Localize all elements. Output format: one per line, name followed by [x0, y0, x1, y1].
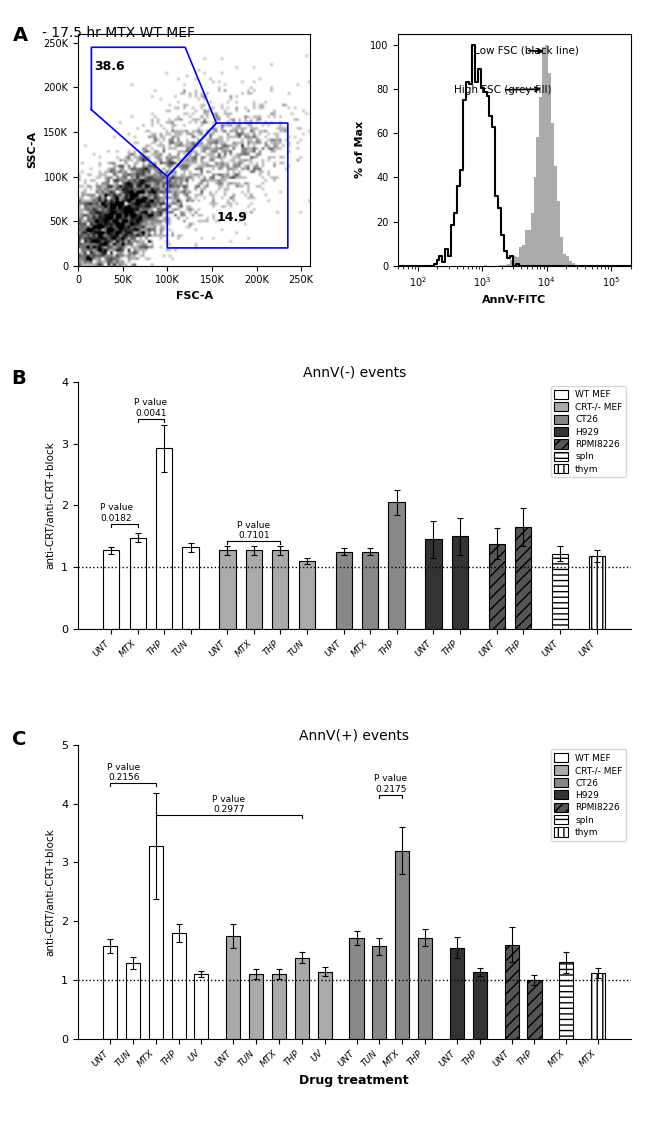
Bar — [516, 257, 519, 265]
Bar — [395, 851, 410, 1039]
Bar — [552, 553, 568, 629]
Bar — [589, 557, 605, 629]
Bar — [527, 980, 541, 1039]
Bar — [126, 963, 140, 1039]
Bar — [525, 230, 528, 265]
Bar — [569, 262, 572, 265]
X-axis label: Drug treatment: Drug treatment — [300, 1074, 409, 1087]
Text: High FSC (grey fill): High FSC (grey fill) — [454, 85, 552, 95]
Bar — [194, 974, 209, 1039]
Bar — [507, 264, 510, 265]
Bar — [183, 548, 199, 629]
Bar — [515, 527, 532, 629]
Bar — [545, 45, 548, 265]
Bar — [425, 540, 441, 629]
Bar — [272, 551, 289, 629]
Bar — [103, 946, 117, 1039]
Bar — [452, 536, 468, 629]
Bar — [335, 552, 352, 629]
Bar — [554, 166, 557, 265]
Title: AnnV(+) events: AnnV(+) events — [299, 728, 410, 743]
Bar — [566, 256, 569, 265]
Bar — [551, 123, 554, 265]
Bar — [298, 561, 315, 629]
Text: P value
0.7101: P value 0.7101 — [237, 520, 270, 540]
Bar — [542, 46, 545, 265]
Bar — [362, 552, 378, 629]
Bar — [559, 962, 573, 1039]
Bar — [249, 974, 263, 1039]
Title: AnnV(-) events: AnnV(-) events — [303, 365, 406, 379]
Bar — [534, 177, 536, 265]
X-axis label: FSC-A: FSC-A — [176, 291, 213, 301]
Y-axis label: SSC-A: SSC-A — [28, 131, 38, 168]
Legend: WT MEF, CRT-/- MEF, CT26, H929, RPMI8226, spln, thym: WT MEF, CRT-/- MEF, CT26, H929, RPMI8226… — [551, 750, 626, 841]
Bar — [149, 846, 163, 1039]
Text: P value
0.2156: P value 0.2156 — [107, 762, 140, 782]
Text: - 17.5 hr MTX WT MEF: - 17.5 hr MTX WT MEF — [42, 26, 195, 40]
Bar — [519, 247, 522, 265]
Bar — [318, 972, 332, 1039]
Bar — [489, 544, 505, 629]
Bar — [219, 551, 236, 629]
Bar — [548, 73, 551, 265]
Bar — [418, 938, 432, 1039]
Text: C: C — [12, 730, 26, 750]
Bar — [450, 947, 464, 1039]
Bar — [540, 97, 542, 265]
Bar — [528, 230, 530, 265]
Bar — [563, 254, 566, 265]
Text: P value
0.2175: P value 0.2175 — [374, 774, 408, 794]
Bar — [294, 957, 309, 1039]
Bar — [536, 137, 540, 265]
Text: 14.9: 14.9 — [216, 211, 247, 225]
Bar — [246, 551, 262, 629]
Text: 38.6: 38.6 — [94, 60, 125, 72]
Bar — [156, 448, 172, 629]
Bar — [592, 973, 605, 1039]
Bar — [522, 245, 525, 265]
X-axis label: AnnV-FITC: AnnV-FITC — [482, 295, 547, 305]
Bar — [350, 938, 363, 1039]
Bar — [272, 974, 286, 1039]
Bar — [172, 933, 186, 1039]
Y-axis label: % of Max: % of Max — [355, 121, 365, 178]
Bar — [530, 213, 534, 265]
Bar — [103, 551, 120, 629]
Bar — [557, 201, 560, 265]
Legend: WT MEF, CRT-/- MEF, CT26, H929, RPMI8226, spln, thym: WT MEF, CRT-/- MEF, CT26, H929, RPMI8226… — [551, 386, 626, 478]
Text: Low FSC (black line): Low FSC (black line) — [474, 45, 578, 55]
Bar — [129, 537, 146, 629]
Y-axis label: anti-CRT/anti-CRT+block: anti-CRT/anti-CRT+block — [46, 828, 56, 955]
Bar — [473, 972, 487, 1039]
Bar — [510, 261, 513, 265]
Bar — [560, 237, 563, 265]
Bar — [388, 502, 405, 629]
Text: P value
0.0182: P value 0.0182 — [100, 504, 133, 523]
Text: B: B — [12, 369, 27, 388]
Bar — [504, 945, 519, 1039]
Text: A: A — [13, 26, 28, 45]
Bar — [572, 263, 575, 265]
Bar — [226, 936, 240, 1039]
Text: P value
0.0041: P value 0.0041 — [135, 399, 168, 418]
Bar — [513, 256, 516, 265]
Bar — [372, 946, 386, 1039]
Text: P value
0.2977: P value 0.2977 — [213, 795, 245, 814]
Y-axis label: anti-CRT/anti-CRT+block: anti-CRT/anti-CRT+block — [46, 441, 56, 569]
